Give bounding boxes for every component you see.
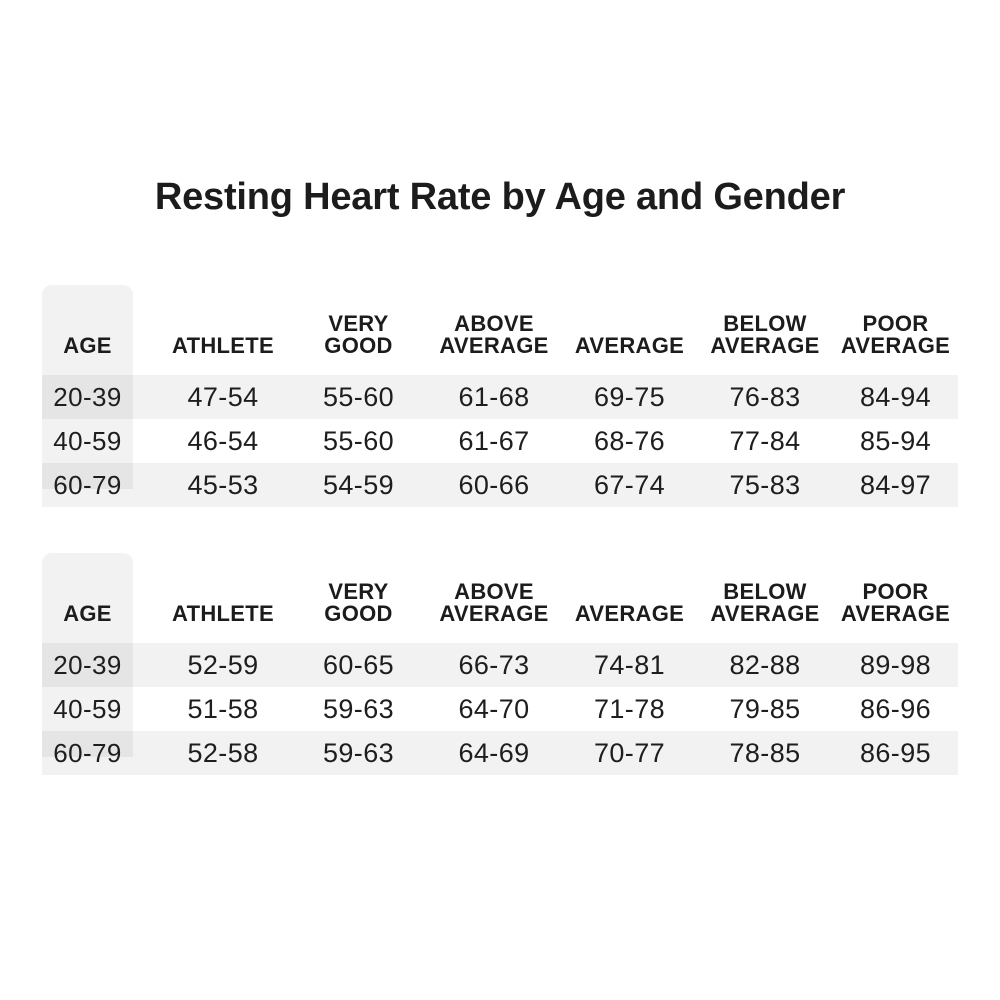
header-row: AGE ATHLETE VERY GOOD ABOVE AVERAGE AVERAGE B…: [42, 285, 958, 375]
value-cell: 85-94: [859, 425, 932, 456]
column-header-age: AGE: [63, 333, 112, 358]
value-cell: 75-83: [729, 469, 801, 500]
table-row-60-79: 60-79 45-53 54-59 60-66 67-74 75-83 84-97: [42, 463, 958, 507]
value-cell: 52-59: [187, 649, 259, 680]
table-header: AGE ATHLETE VERY GOOD ABOVE AVERAGE AVERAGE B…: [42, 553, 958, 643]
value-cell: 51-58: [187, 693, 259, 724]
value-cell: 79-85: [729, 693, 801, 724]
age-column-background: [42, 285, 133, 489]
table-body: 20-39 52-59 60-65 66-73 74-81 82-88 89-98 40-59…: [42, 643, 958, 775]
value-cell: 60-66: [458, 469, 530, 500]
value-cell: 45-53: [187, 469, 259, 500]
table-row-20-39: 20-39 47-54 55-60 61-68 69-75 76-83 84-94: [42, 375, 958, 419]
column-header-below-average: BELOW AVERAGE: [710, 311, 820, 358]
value-cell: 64-69: [458, 737, 530, 768]
column-header-above-average: ABOVE AVERAGE: [439, 579, 549, 626]
value-cell: 82-88: [729, 649, 801, 680]
value-cell: 76-83: [729, 381, 801, 412]
value-cell: 67-74: [593, 469, 666, 500]
column-header-below-average: BELOW AVERAGE: [710, 579, 820, 626]
value-cell: 84-94: [859, 381, 932, 412]
value-cell: 55-60: [322, 381, 395, 412]
value-cell: 68-76: [593, 425, 666, 456]
value-cell: 84-97: [859, 469, 932, 500]
age-cell: 60-79: [53, 469, 122, 500]
column-header-above-average: ABOVE AVERAGE: [439, 311, 549, 358]
value-cell: 70-77: [593, 737, 666, 768]
value-cell: 46-54: [187, 425, 259, 456]
value-cell: 77-84: [729, 425, 801, 456]
column-header-average: AVERAGE: [574, 601, 685, 626]
value-cell: 78-85: [729, 737, 801, 768]
column-header-athlete: ATHLETE: [172, 333, 274, 358]
value-cell: 86-96: [859, 693, 932, 724]
column-header-poor-average: POOR AVERAGE: [840, 311, 951, 358]
column-header-very-good: VERY GOOD: [324, 311, 393, 358]
table-row-40-59: 40-59 51-58 59-63 64-70 71-78 79-85 86-96: [42, 687, 958, 731]
table-row-60-79: 60-79 52-58 59-63 64-69 70-77 78-85 86-95: [42, 731, 958, 775]
column-header-age: AGE: [63, 601, 112, 626]
value-cell: 52-58: [187, 737, 259, 768]
table-body: 20-39 47-54 55-60 61-68 69-75 76-83 84-94 40-59…: [42, 375, 958, 507]
value-cell: 74-81: [593, 649, 666, 680]
column-header-athlete: ATHLETE: [172, 601, 274, 626]
age-cell: 60-79: [53, 737, 122, 768]
page-title: Resting Heart Rate by Age and Gender: [154, 176, 846, 218]
value-cell: 61-68: [458, 381, 530, 412]
age-cell: 40-59: [53, 425, 122, 456]
value-cell: 86-95: [859, 737, 932, 768]
heart-rate-table-2-grid: AGE ATHLETE VERY GOOD ABOVE AVERAGE AVERAGE B…: [42, 553, 958, 775]
value-cell: 59-63: [322, 737, 395, 768]
value-cell: 47-54: [187, 381, 259, 412]
value-cell: 61-67: [458, 425, 530, 456]
table-header: AGE ATHLETE VERY GOOD ABOVE AVERAGE AVERAGE B…: [42, 285, 958, 375]
column-header-poor-average: POOR AVERAGE: [840, 579, 951, 626]
column-header-average: AVERAGE: [574, 333, 685, 358]
table-row-20-39: 20-39 52-59 60-65 66-73 74-81 82-88 89-98: [42, 643, 958, 687]
heart-rate-table-2: AGE ATHLETE VERY GOOD ABOVE AVERAGE AVERAGE B…: [42, 553, 958, 775]
age-column-background: [42, 553, 133, 757]
age-cell: 20-39: [53, 381, 122, 412]
value-cell: 69-75: [593, 381, 666, 412]
value-cell: 64-70: [458, 693, 530, 724]
value-cell: 66-73: [458, 649, 530, 680]
heart-rate-table-1-grid: AGE ATHLETE VERY GOOD ABOVE AVERAGE AVERAGE B…: [42, 285, 958, 507]
table-row-40-59: 40-59 46-54 55-60 61-67 68-76 77-84 85-94: [42, 419, 958, 463]
heart-rate-table-1: AGE ATHLETE VERY GOOD ABOVE AVERAGE AVERAGE B…: [42, 285, 958, 507]
age-cell: 20-39: [53, 649, 122, 680]
value-cell: 71-78: [593, 693, 666, 724]
value-cell: 89-98: [859, 649, 932, 680]
value-cell: 60-65: [322, 649, 395, 680]
header-row: AGE ATHLETE VERY GOOD ABOVE AVERAGE AVERAGE B…: [42, 553, 958, 643]
value-cell: 55-60: [322, 425, 395, 456]
value-cell: 54-59: [322, 469, 395, 500]
column-header-very-good: VERY GOOD: [324, 579, 393, 626]
value-cell: 59-63: [322, 693, 395, 724]
age-cell: 40-59: [53, 693, 122, 724]
